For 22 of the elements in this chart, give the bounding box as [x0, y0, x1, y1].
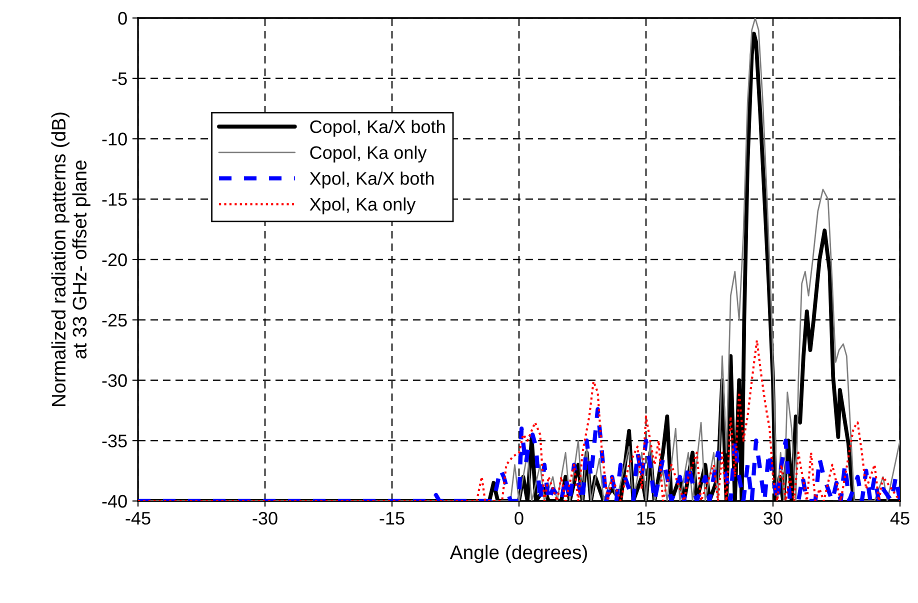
- x-axis-title: Angle (degrees): [450, 544, 587, 564]
- y-tick-label: -20: [102, 253, 127, 266]
- y-axis-title: Normalized radiation patterns (dB) at 33 GHz- offset plane: [51, 112, 90, 406]
- y-tick-label: -10: [102, 132, 127, 146]
- legend-label: Copol, Ka only: [310, 146, 427, 163]
- y-tick-label: -15: [102, 193, 127, 206]
- y-tick-label: -25: [102, 314, 127, 327]
- y-tick-label: -40: [102, 494, 127, 508]
- y-tick-label: -35: [102, 434, 127, 448]
- x-tick-label: 15: [637, 512, 656, 525]
- x-tick-label: -30: [252, 512, 278, 525]
- x-tick-label: 45: [890, 512, 910, 525]
- x-tick-label: 30: [764, 512, 782, 525]
- legend-label: Xpol, Ka only: [310, 197, 416, 214]
- y-tick-label: 0: [118, 12, 127, 25]
- x-tick-label: 0: [514, 512, 524, 525]
- y-tick-label: -5: [112, 72, 127, 86]
- legend-label: Xpol, Ka/X both: [310, 172, 434, 188]
- y-tick-label: -30: [102, 374, 127, 387]
- legend-label: Copol, Ka/X both: [310, 120, 445, 137]
- x-tick-label: -15: [380, 512, 404, 525]
- x-tick-label: -45: [126, 512, 150, 525]
